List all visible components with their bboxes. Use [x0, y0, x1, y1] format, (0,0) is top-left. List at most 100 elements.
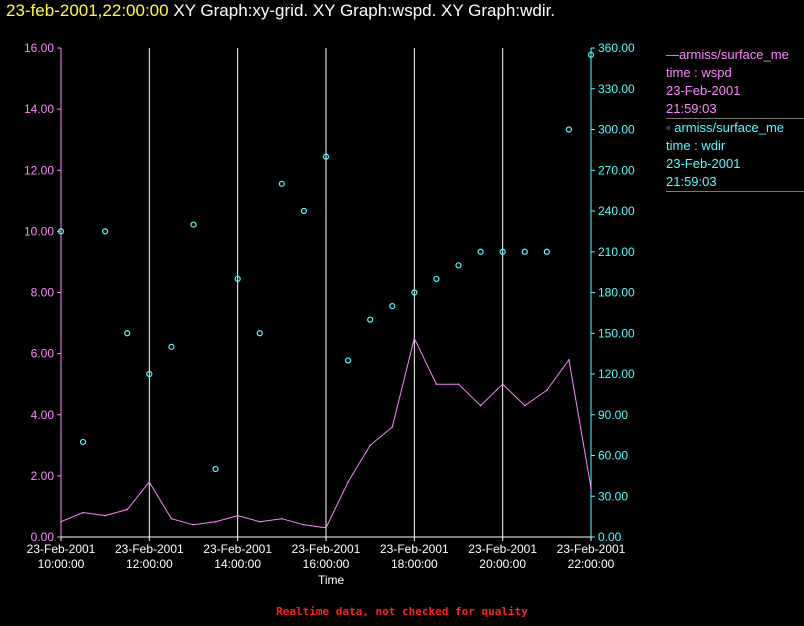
- left-y-tick-label: 4.00: [31, 408, 55, 422]
- wspd-data-point: [435, 383, 438, 385]
- left-y-tick-label: 14.00: [24, 102, 54, 116]
- right-y-tick-label: 330.00: [598, 82, 635, 96]
- x-tick-label-time: 10:00:00: [38, 557, 85, 571]
- wdir-data-point: [565, 126, 573, 133]
- wdir-data-point: [344, 357, 352, 364]
- wspd-data-point: [568, 358, 570, 361]
- header-graph-list: XY Graph:xy-grid. XY Graph:wspd. XY Grap…: [173, 1, 556, 20]
- x-tick-label-time: 14:00:00: [214, 557, 261, 571]
- wdir-data-point: [587, 51, 595, 58]
- wspd-data-point: [170, 517, 173, 520]
- right-y-tick-label: 0.00: [598, 530, 622, 544]
- wspd-data-point: [369, 444, 371, 447]
- wdir-data-point: [57, 228, 65, 235]
- wspd-data-point: [148, 481, 151, 483]
- right-y-tick-label: 90.00: [598, 408, 628, 422]
- right-y-tick-label: 360.00: [598, 41, 635, 55]
- header-timestamp: 23-feb-2001,22:00:00: [6, 1, 169, 20]
- x-tick-label-time: 18:00:00: [391, 557, 438, 571]
- legend-entry-wspd[interactable]: —armiss/surface_me time : wspd 23-Feb-20…: [666, 46, 804, 118]
- wdir-data-point: [168, 343, 175, 350]
- left-y-tick-label: 10.00: [24, 224, 54, 238]
- left-y-tick-label: 16.00: [24, 41, 54, 55]
- chart-header: 23-feb-2001,22:00:00 XY Graph:xy-grid. X…: [6, 1, 555, 21]
- wdir-data-point: [102, 228, 109, 235]
- x-tick-label-date: 23-Feb-2001: [468, 542, 537, 556]
- wdir-data-point: [367, 316, 374, 323]
- wspd-data-point: [413, 337, 416, 340]
- legend-wdir-date: 23-Feb-2001: [666, 156, 741, 171]
- x-tick-label-date: 23-Feb-2001: [380, 542, 449, 556]
- wspd-data-point: [546, 389, 548, 392]
- right-y-tick-label: 270.00: [598, 163, 635, 177]
- wdir-data-point: [543, 248, 550, 255]
- x-tick-label-time: 12:00:00: [126, 557, 173, 571]
- wdir-data-point: [300, 207, 308, 215]
- wspd-data-point: [457, 383, 460, 385]
- wspd-data-point: [60, 520, 62, 523]
- right-y-tick-label: 120.00: [598, 367, 635, 381]
- wdir-data-point: [146, 370, 153, 378]
- wdir-data-point: [521, 248, 528, 255]
- wdir-data-point: [499, 248, 506, 255]
- wspd-data-point: [479, 404, 482, 407]
- wspd-data-point: [104, 514, 106, 517]
- legend-wspd-name: —armiss/surface_me: [666, 47, 789, 62]
- wdir-data-point: [389, 302, 396, 310]
- wspd-data-point: [391, 426, 394, 428]
- legend-wspd-field: time : wspd: [666, 65, 732, 80]
- wspd-data-point: [192, 523, 195, 526]
- left-y-tick-label: 0.00: [31, 530, 55, 544]
- wspd-data-point: [126, 508, 129, 511]
- wspd-data-point: [501, 383, 504, 385]
- wdir-data-point: [124, 330, 131, 337]
- quality-warning: Realtime data, not checked for quality: [276, 605, 528, 618]
- wdir-data-point: [411, 289, 418, 296]
- right-y-tick-label: 180.00: [598, 286, 635, 300]
- wspd-data-point: [258, 520, 261, 523]
- x-axis-label: Time: [318, 573, 345, 587]
- x-tick-label-date: 23-Feb-2001: [203, 542, 272, 556]
- wspd-data-point: [303, 523, 305, 526]
- right-y-tick-label: 150.00: [598, 326, 635, 340]
- right-y-tick-label: 210.00: [598, 245, 635, 259]
- left-y-tick-label: 6.00: [31, 347, 55, 361]
- wdir-data-point: [256, 330, 263, 337]
- legend-wdir-time: 21:59:03: [666, 174, 717, 189]
- wdir-data-point: [79, 438, 87, 446]
- x-tick-label-date: 23-Feb-2001: [292, 542, 361, 556]
- legend-wspd-date: 23-Feb-2001: [666, 83, 741, 98]
- wspd-data-point: [523, 404, 526, 407]
- wdir-data-point: [322, 153, 330, 160]
- legend-wdir-name: ◦ armiss/surface_me: [666, 120, 785, 135]
- x-tick-label-time: 22:00:00: [568, 557, 615, 571]
- right-y-tick-label: 240.00: [598, 204, 635, 218]
- wdir-data-point: [455, 262, 462, 269]
- x-tick-label-date: 23-Feb-2001: [557, 542, 626, 556]
- legend-divider: [666, 118, 804, 119]
- wdir-data-point: [278, 180, 285, 187]
- wdir-data-point: [433, 275, 440, 283]
- wspd-data-point: [281, 517, 283, 520]
- wspd-data-point: [590, 487, 592, 489]
- right-y-tick-label: 30.00: [598, 489, 628, 503]
- wspd-data-point: [347, 481, 349, 483]
- wspd-data-point: [82, 511, 84, 514]
- x-tick-label-time: 20:00:00: [479, 557, 526, 571]
- x-tick-label-time: 16:00:00: [303, 557, 350, 571]
- legend-divider: [666, 191, 804, 192]
- right-y-tick-label: 60.00: [598, 449, 628, 463]
- wdir-data-point: [234, 275, 241, 283]
- legend-wspd-time: 21:59:03: [666, 101, 717, 116]
- wdir-data-point: [190, 221, 197, 228]
- legend-entry-wdir[interactable]: ◦ armiss/surface_me time : wdir 23-Feb-2…: [666, 119, 804, 191]
- wspd-data-point: [236, 514, 239, 517]
- x-tick-label-date: 23-Feb-2001: [115, 542, 184, 556]
- x-tick-label-date: 23-Feb-2001: [27, 542, 96, 556]
- left-y-tick-label: 2.00: [31, 469, 55, 483]
- left-y-tick-label: 12.00: [24, 163, 54, 177]
- wdir-data-point: [212, 465, 219, 473]
- right-y-tick-label: 300.00: [598, 123, 635, 137]
- wspd-data-point: [214, 520, 217, 523]
